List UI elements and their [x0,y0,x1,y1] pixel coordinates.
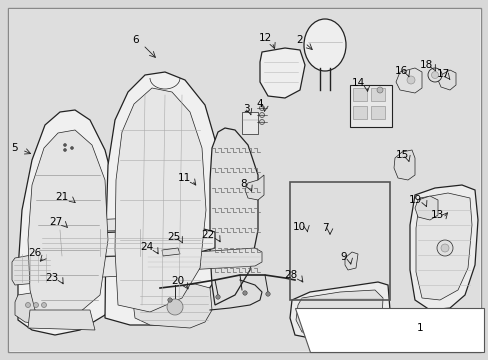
Polygon shape [295,290,382,338]
Circle shape [265,292,270,296]
Circle shape [167,299,183,315]
Polygon shape [28,310,95,330]
Ellipse shape [304,19,346,71]
Text: 12: 12 [258,33,271,43]
Circle shape [436,240,452,256]
Text: 13: 13 [429,210,443,220]
Text: 15: 15 [395,150,408,160]
Polygon shape [105,72,222,325]
Polygon shape [393,150,414,180]
Text: 3: 3 [242,104,249,114]
Circle shape [376,87,382,93]
Text: 14: 14 [351,78,364,88]
Text: 25: 25 [167,232,180,242]
Polygon shape [162,248,180,256]
Circle shape [41,302,46,307]
Text: 16: 16 [393,66,407,76]
Polygon shape [294,308,483,352]
Polygon shape [395,68,421,93]
Text: 7: 7 [321,223,327,233]
Polygon shape [437,70,455,90]
Polygon shape [35,228,215,258]
Circle shape [25,302,30,307]
Polygon shape [414,196,437,220]
Circle shape [243,291,247,295]
Polygon shape [12,252,52,285]
Circle shape [406,76,414,84]
Text: 23: 23 [45,273,59,283]
Text: 22: 22 [201,230,214,240]
Circle shape [34,302,39,307]
Polygon shape [133,284,212,328]
Polygon shape [80,252,200,278]
Text: 20: 20 [171,276,184,286]
Polygon shape [260,48,305,98]
Text: 19: 19 [407,195,421,205]
Circle shape [215,295,220,299]
Circle shape [63,144,66,147]
Bar [289,182,389,300]
Text: 6: 6 [132,35,139,45]
Circle shape [427,68,441,82]
Text: 8: 8 [240,179,247,189]
Bar [370,106,384,119]
Bar [352,106,366,119]
Circle shape [63,148,66,152]
Text: 1: 1 [416,323,423,333]
Text: 11: 11 [177,173,190,183]
Polygon shape [42,217,164,232]
Polygon shape [15,290,58,325]
Text: 4: 4 [256,99,263,109]
Polygon shape [345,252,357,270]
Polygon shape [145,248,262,272]
Circle shape [430,72,438,78]
Polygon shape [409,185,477,310]
Bar [370,88,384,101]
Text: 26: 26 [28,248,41,258]
Circle shape [259,105,264,111]
Bar [352,88,366,101]
Text: 17: 17 [435,69,448,79]
Circle shape [303,325,312,335]
Polygon shape [28,130,108,318]
Circle shape [70,147,73,149]
Bar [242,112,258,134]
Polygon shape [289,282,389,340]
Text: 28: 28 [284,270,297,280]
Text: 21: 21 [55,192,68,202]
Text: 18: 18 [419,60,432,70]
Text: 27: 27 [49,217,62,227]
Text: 2: 2 [296,35,303,45]
Circle shape [305,328,310,333]
Circle shape [259,112,264,117]
Text: 10: 10 [292,222,305,232]
Polygon shape [244,175,264,200]
Circle shape [440,244,448,252]
Polygon shape [415,193,471,300]
Bar [349,85,391,127]
Text: 5: 5 [12,143,18,153]
Circle shape [259,120,264,125]
Polygon shape [115,88,205,312]
Polygon shape [18,110,118,335]
Polygon shape [209,128,258,305]
Text: 9: 9 [340,252,346,262]
Text: 24: 24 [140,242,153,252]
Circle shape [167,298,172,302]
